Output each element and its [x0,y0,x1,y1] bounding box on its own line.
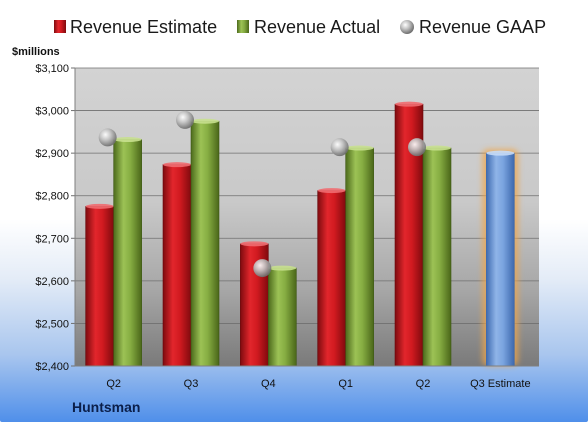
bar-revenue-actual [113,139,142,367]
y-tick-label: $2,800 [35,191,69,203]
gaap-marker [253,259,272,278]
gaap-marker [408,138,426,157]
bar-cap [486,150,515,156]
bar-revenue-actual [268,267,297,367]
legend-label-revenue-gaap: Revenue GAAP [419,17,546,37]
bar-revenue-estimate [317,190,346,367]
bar-cap [191,118,219,124]
legend-label-revenue-actual: Revenue Actual [254,17,380,37]
gridlines [75,67,539,367]
bar-cap [163,162,191,168]
y-axis-ticks: $2,400 $2,500 $2,600 $2,700 $2,800 $2,900 $3,0… [35,63,75,373]
y-tick-label: $2,400 [35,361,69,373]
bar-revenue-actual [422,147,452,367]
x-tick-label: Q1 [338,378,353,390]
company-name: Huntsman [72,399,140,415]
legend-swatch-revenue-actual [237,20,249,33]
bar-revenue-actual [345,147,374,367]
y-tick-label: $3,000 [35,106,69,118]
bar-cap [268,265,297,271]
y-tick-label: $2,900 [35,148,69,160]
x-tick-label: Q2 [106,378,121,390]
bar-cap [113,137,142,143]
x-tick-label: Q2 [416,378,431,390]
bar-cap [395,101,423,107]
bar-cap [317,188,346,194]
legend-item-revenue-estimate: Revenue Estimate [54,17,217,37]
y-tick-label: $2,500 [35,318,69,330]
bar-revenue-actual [190,120,220,367]
legend-item-revenue-actual: Revenue Actual [237,17,380,37]
legend-swatch-revenue-estimate [54,20,66,33]
gaap-marker [98,128,117,147]
x-tick-label: Q4 [261,378,276,390]
legend-label-revenue-estimate: Revenue Estimate [70,17,217,37]
bar-cap [345,145,374,151]
legend: Revenue Estimate Revenue Actual Revenue … [54,17,546,37]
y-tick-label: $2,600 [35,276,69,288]
bar-revenue-estimate-projection [486,152,515,367]
bar-cap [423,145,451,151]
x-tick-label: Q3 Estimate [470,378,531,390]
bar-cap [240,241,269,247]
bars [85,101,519,367]
legend-item-revenue-gaap: Revenue GAAP [400,17,546,37]
gaap-markers [98,110,426,278]
legend-marker-revenue-gaap [400,20,414,34]
unit-label: $millions [12,46,60,58]
bar-revenue-estimate [162,164,192,367]
y-tick-label: $2,700 [35,233,69,245]
bar-cap [85,203,114,209]
y-tick-label: $3,100 [35,63,69,75]
bar-revenue-estimate [85,206,114,367]
gaap-marker [176,110,194,129]
plot-area [75,68,539,366]
x-axis-ticks: Q2 Q3 Q4 Q1 Q2 Q3 Estimate [106,378,530,390]
gaap-marker [330,138,349,157]
x-tick-label: Q3 [184,378,199,390]
